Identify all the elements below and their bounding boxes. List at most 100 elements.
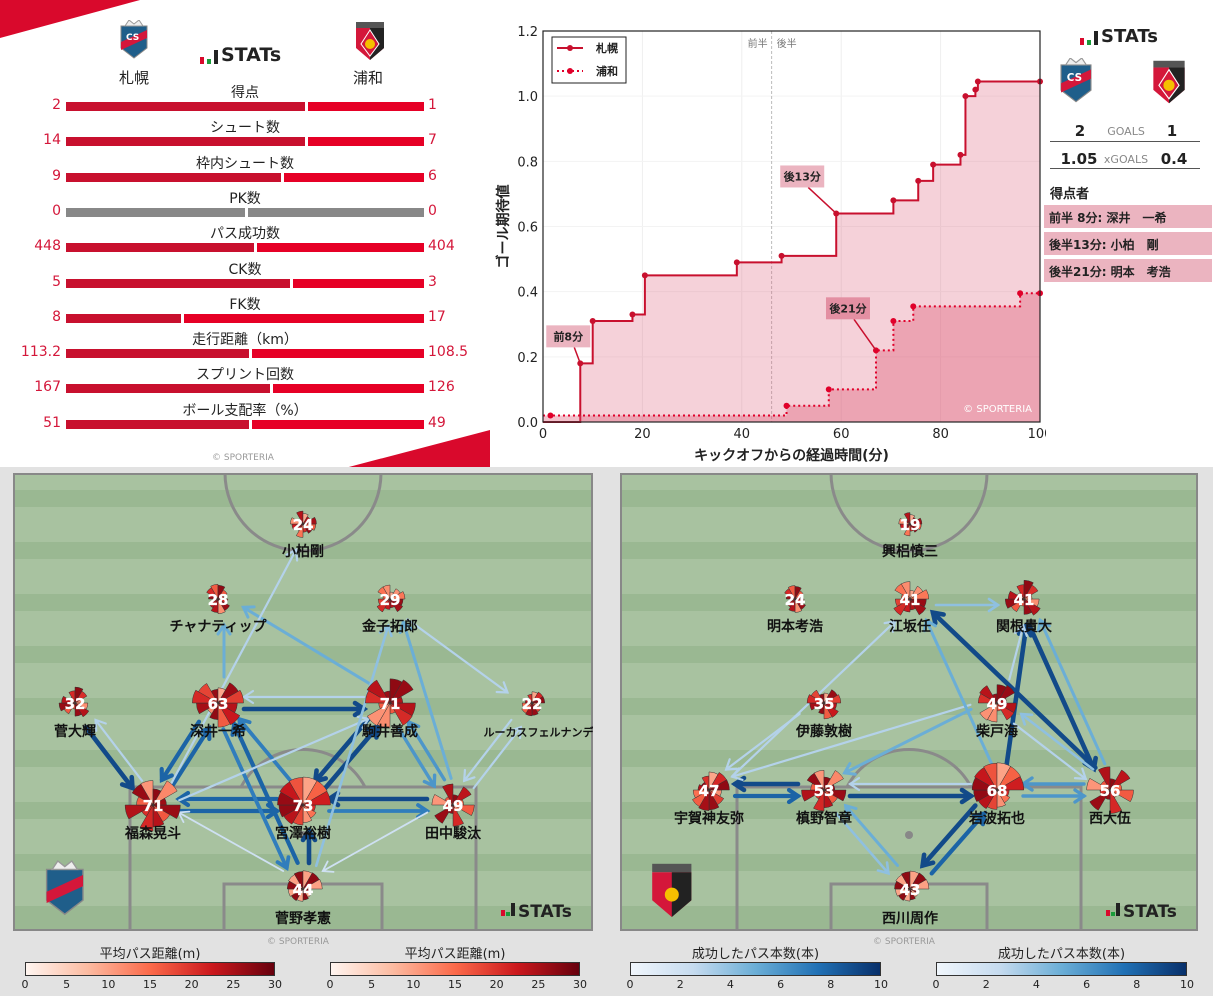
- arrowhead: [987, 597, 1001, 613]
- player-pass-count: 32: [65, 695, 86, 713]
- pass-direction-wedge: [813, 770, 825, 791]
- stat-label: 得点: [231, 85, 259, 101]
- pass-arrow: [178, 717, 370, 802]
- data-point: [778, 252, 785, 259]
- colorbar-tick-label: 6: [1083, 978, 1091, 991]
- pass-direction-wedge: [389, 679, 414, 704]
- pass-direction-wedge: [979, 702, 998, 721]
- pitch-stripe: [13, 559, 593, 594]
- pass-direction-wedge: [452, 799, 465, 806]
- player-pass-count: 47: [699, 782, 720, 800]
- pass-arrow: [221, 727, 289, 870]
- player-name: 明本考浩: [767, 618, 823, 635]
- colorbar-tick-label: 0: [21, 978, 29, 991]
- arrowhead: [1073, 788, 1088, 804]
- arrowhead: [495, 681, 510, 694]
- colorbar-tick-label: 25: [226, 978, 241, 991]
- home-bar-segment: [66, 243, 255, 253]
- svg-text:CS: CS: [1067, 72, 1082, 84]
- player-name: 小柏剛: [282, 543, 324, 560]
- player-marker: 47 宇賀神友弥: [674, 771, 744, 827]
- pass-direction-wedge: [442, 783, 454, 806]
- pass-direction-wedge: [806, 694, 825, 704]
- player-name: 興梠慎三: [882, 543, 938, 560]
- away-bar-segment: [307, 102, 424, 111]
- y-tick-label: 1.2: [517, 25, 538, 40]
- legend-label: 浦和: [596, 64, 618, 78]
- data-point: [629, 311, 636, 318]
- away-bar-segment: [307, 137, 424, 147]
- player-pass-count: 41: [1014, 591, 1035, 609]
- stats-bar-icon: [1111, 912, 1115, 916]
- pass-direction-wedge: [1086, 777, 1111, 791]
- pass-arrow: [835, 812, 890, 875]
- stat-bar: [66, 349, 424, 359]
- annotation-pointer: [573, 347, 581, 364]
- player-pass-count: 19: [900, 516, 921, 534]
- arrowhead: [929, 609, 946, 626]
- player-name: 江坂任: [889, 618, 931, 635]
- player-pass-count: 43: [900, 881, 921, 899]
- stat-bar: [66, 419, 424, 429]
- player-name: 金子拓郎: [361, 618, 418, 635]
- player-pass-count: 22: [522, 695, 543, 713]
- arrowhead: [275, 855, 291, 871]
- x-tick-label: 80: [932, 427, 949, 442]
- pass-arrow: [322, 724, 380, 792]
- arrowhead: [724, 758, 739, 771]
- pass-direction-wedge: [217, 595, 225, 600]
- home-stat-value: 14: [43, 132, 61, 149]
- player-marker: 22 ルーカスフェルナンデス: [484, 691, 593, 739]
- pass-direction-wedge: [1098, 766, 1111, 791]
- colorbar-tick-label: 10: [1180, 978, 1194, 991]
- scorer-item: 前半 8分: 深井 一希: [1044, 205, 1212, 228]
- player-pass-count: 29: [380, 591, 401, 609]
- player-name: 菅大輝: [54, 723, 96, 740]
- away-bar-segment: [257, 243, 424, 253]
- pass-direction-wedge: [979, 685, 998, 704]
- y-tick-label: 0.2: [517, 351, 538, 366]
- pass-direction-wedge: [692, 789, 710, 799]
- pass-direction-wedge: [909, 598, 927, 616]
- colorbar-tick-label: 5: [368, 978, 376, 991]
- away-bar-segment: [183, 313, 424, 323]
- away-team-name: 浦和: [352, 69, 383, 87]
- stat-bar: [66, 313, 424, 323]
- sapporo-logo: CS: [1056, 57, 1096, 104]
- pitch-stripe: [13, 611, 593, 646]
- pass-direction-wedge: [794, 598, 803, 613]
- pitch-border: [13, 473, 593, 931]
- pass-arrow: [472, 726, 522, 790]
- colorbar-tick-label: 6: [777, 978, 785, 991]
- player-marker: 53 槙野智章: [796, 770, 852, 827]
- data-point: [890, 317, 897, 324]
- home-stat-value: 0: [52, 202, 61, 219]
- pass-direction-wedge: [210, 584, 219, 600]
- scorers-title: 得点者: [1050, 187, 1090, 202]
- player-pass-count: 44: [293, 881, 314, 899]
- pass-direction-wedge: [74, 686, 84, 704]
- home-bar-segment: [66, 384, 271, 394]
- stats-brand-text: STATs: [1101, 26, 1158, 47]
- colorbar-tick-label: 30: [268, 978, 282, 991]
- arrowhead: [175, 790, 191, 808]
- player-marker: 68 岩波拓也: [968, 762, 1025, 827]
- pass-direction-wedge: [74, 690, 88, 704]
- colorbar-title: 成功したパス本数(本): [997, 947, 1126, 962]
- pass-direction-wedge: [302, 780, 328, 806]
- data-point: [1017, 290, 1024, 297]
- pass-arrow: [929, 811, 987, 876]
- player-marker: 71 福森晃斗: [124, 780, 181, 842]
- pass-arrow: [407, 720, 447, 782]
- pass-direction-wedge: [521, 702, 533, 714]
- arrowhead: [842, 762, 857, 776]
- pass-direction-wedge: [217, 689, 244, 704]
- data-point: [930, 161, 937, 168]
- stat-bar: [66, 137, 424, 147]
- stats-bar-icon: [1116, 903, 1120, 916]
- arrowhead: [94, 718, 107, 732]
- player-name: 宮澤裕樹: [275, 825, 331, 842]
- distance-colorbar: [25, 962, 275, 976]
- colorbar-tick-label: 15: [448, 978, 462, 991]
- stat-bar: [66, 384, 424, 394]
